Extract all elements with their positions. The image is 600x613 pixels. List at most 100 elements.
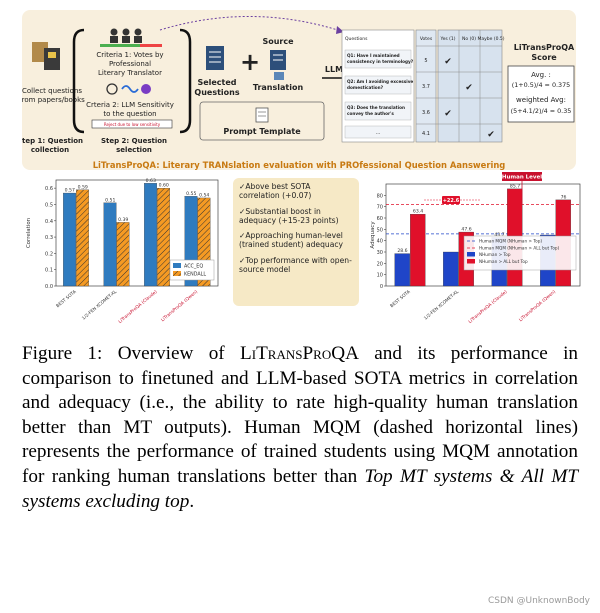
- bar: [443, 251, 459, 287]
- bar: [410, 213, 426, 287]
- bar: [157, 188, 170, 287]
- gain-annotation: +22.6: [443, 198, 460, 204]
- criteria2-line2: to the question: [103, 110, 156, 118]
- y-tick-label: 0.6: [45, 186, 53, 192]
- q3-box: [344, 101, 412, 121]
- books-icon: [32, 42, 60, 70]
- y-tick-label: 50: [377, 227, 383, 233]
- data-label: 0.59: [78, 184, 88, 190]
- data-label: 47.6: [461, 227, 471, 233]
- data-label: 0.51: [105, 197, 115, 203]
- weighted-line2: (5+4.1/2)/4 = 0.35: [511, 107, 572, 115]
- legend-label: NHuman > ALL but Top: [479, 259, 528, 264]
- reject-note: Reject due to low sensitivity: [104, 122, 161, 127]
- q3-line1: Q3: Does the translation: [347, 105, 405, 110]
- caption-part1: Figure 1: Overview of: [22, 343, 241, 364]
- table-header-maybe: Maybe (0.5): [477, 36, 504, 42]
- legend-label: Human MQM (NHuman > ALL but Top): [479, 246, 560, 251]
- q1-line1: Q1: Have I maintained: [347, 53, 400, 58]
- criteria1-line1: Criteria 1: Votes by: [96, 51, 163, 59]
- collect-label-line2: from papers/books: [22, 96, 85, 104]
- y-tick-label: 40: [377, 239, 383, 245]
- legend-label: NHuman > Top: [479, 252, 511, 257]
- table-header-yes: Yes (1): [439, 36, 455, 42]
- y-tick-label: 0.4: [45, 219, 53, 225]
- data-label: 0.55: [186, 191, 196, 197]
- bar: [394, 253, 410, 287]
- reject-box: [91, 119, 173, 129]
- bar: [144, 183, 157, 287]
- x-tick-label: BEST SOTA: [55, 289, 77, 309]
- llm-label: LLM: [325, 65, 343, 74]
- human-level-label: Human Level: [502, 175, 542, 181]
- criteria2-line1: Crteria 2: LLM Sensitivity: [86, 101, 174, 109]
- y-tick-label: 0.2: [45, 251, 53, 257]
- highlight-item: ✓Approaching human-level (trained studen…: [239, 231, 344, 250]
- legend-box: [463, 235, 577, 271]
- data-label: 0.63: [146, 178, 156, 184]
- avg-line1: Avg. :: [531, 71, 551, 79]
- left-bracket: [72, 28, 85, 134]
- figure-caption: Figure 1: Overview of LiTransProQA and i…: [22, 342, 578, 514]
- legend-swatch: [173, 271, 181, 276]
- x-tick-label: BEST SOTA: [389, 289, 411, 309]
- legend-swatch: [173, 263, 181, 268]
- step2-label-line1: Step 2: Question: [101, 137, 167, 145]
- correlation-chart: 0.0 0.1 0.2 0.3 0.4 0.5 0.6 Correlation BEST SOT…: [26, 178, 219, 325]
- dotted-arrow: [159, 16, 345, 33]
- watermark: CSDN @UnknownBody: [487, 596, 590, 606]
- y-tick-label: 60: [377, 216, 383, 222]
- pipeline-diagram: Collect questions from papers/books Step…: [22, 16, 575, 154]
- criteria1-line3: Literary Translator: [98, 69, 162, 77]
- legend-label: ACC_EQ: [184, 264, 203, 270]
- y-tick-label: 70: [377, 205, 383, 211]
- q3-check-icon: ✔: [444, 109, 452, 119]
- data-label: 0.54: [199, 192, 209, 198]
- q4-box: [344, 125, 412, 139]
- q2-check-icon: ✔: [465, 83, 473, 93]
- table-header-votes: Votes: [420, 36, 433, 42]
- q4-votes: 4.1: [422, 131, 430, 137]
- data-label: 43.7: [494, 232, 504, 238]
- prompt-doc-icon: [255, 107, 269, 123]
- q1-box: [344, 49, 412, 69]
- q1-line2: consistency in terminology?: [347, 59, 414, 64]
- bar: [63, 192, 76, 287]
- step1-label-line1: Step 1: Question: [22, 137, 83, 145]
- q4-check-icon: ✔: [487, 130, 495, 140]
- plot-frame: [55, 179, 219, 287]
- llm-logos-icon: [106, 83, 151, 95]
- y-tick-label: 80: [377, 193, 383, 199]
- q4-line1: ...: [376, 130, 381, 136]
- caption-italic: Top MT systems & All MT systems excludin…: [22, 465, 578, 512]
- caption-method-name: LiTransProQA: [240, 343, 359, 364]
- data-label: 0.39: [118, 217, 128, 223]
- q2-votes: 3.7: [422, 84, 430, 90]
- criteria1-line2: Professional: [109, 60, 151, 68]
- y-axis-label: Correlation: [26, 217, 32, 248]
- y-tick-label: 0.1: [45, 268, 53, 274]
- x-tick-label: LiTransProQA (Claude): [117, 289, 158, 325]
- pipeline-tagline: LiTransProQA: Literary TRANslation evalu…: [92, 160, 506, 170]
- table-header-questions: Questions: [345, 36, 368, 42]
- avg-line2: (1+0.5)/4 = 0.375: [512, 81, 571, 89]
- weighted-line1: weighted Avg:: [516, 96, 566, 104]
- question-table: [341, 29, 503, 143]
- legend-swatch: [467, 252, 475, 257]
- translation-label: Translation: [253, 83, 304, 92]
- data-label: 76: [561, 194, 567, 200]
- human-level-badge: [502, 172, 542, 181]
- data-label: 0.57: [65, 188, 75, 194]
- source-doc-icon: [270, 50, 286, 80]
- caption-part3: .: [189, 490, 195, 512]
- plot-frame: [385, 183, 581, 287]
- right-bracket: [179, 28, 192, 134]
- prompt-box: [199, 101, 325, 141]
- x-tick-label: LiTransProQA (Qwen): [518, 289, 557, 323]
- table-header-no: No (0): [462, 36, 476, 42]
- questions-doc-icon: [206, 46, 224, 70]
- selected-label-line2: Questions: [194, 88, 239, 97]
- step2-label-line2: selection: [116, 146, 152, 154]
- data-label: 28.6: [397, 248, 407, 254]
- legend-swatch: [467, 259, 475, 264]
